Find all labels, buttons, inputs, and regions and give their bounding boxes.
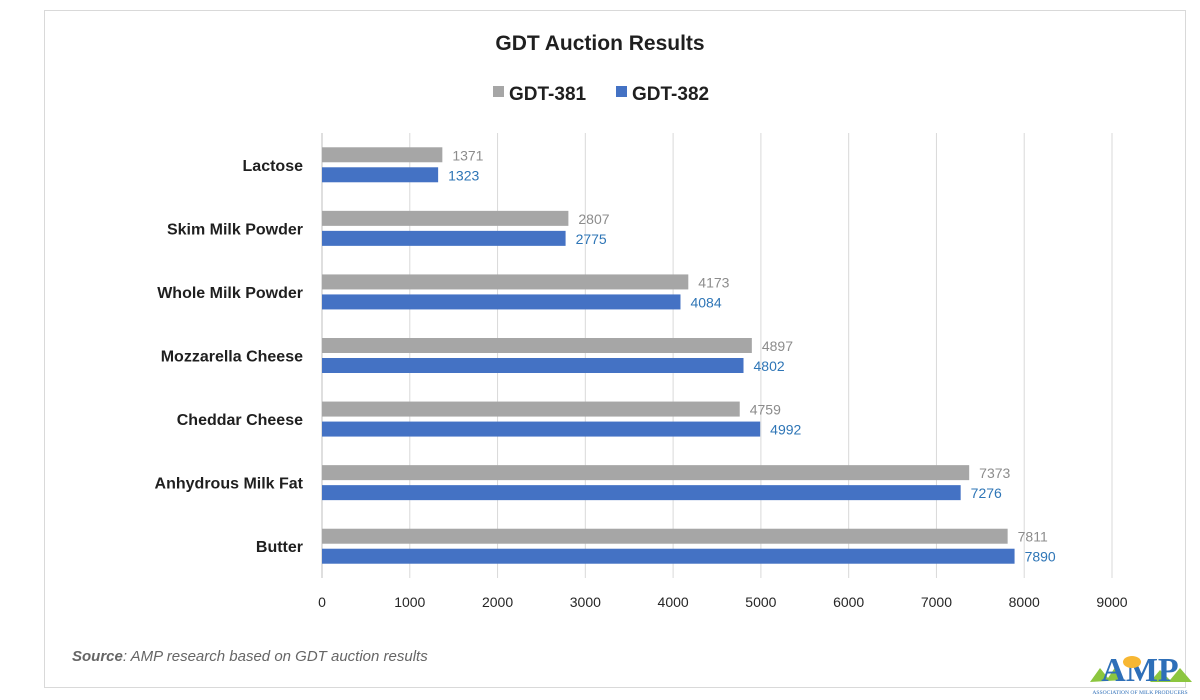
- category-label: Cheddar Cheese: [177, 412, 303, 429]
- bar-gdt-381: [322, 465, 970, 481]
- data-label-gdt-382: 7890: [1025, 549, 1056, 565]
- data-label-gdt-381: 4173: [698, 274, 729, 290]
- bar-gdt-381: [322, 338, 752, 353]
- bar-gdt-382: [322, 421, 761, 437]
- source-label: Source: [72, 648, 123, 665]
- x-axis-ticks: 0 1000 2000 3000 4000 5000 6000 7000 8000 9000: [318, 594, 1128, 610]
- data-label-gdt-382: 7276: [971, 485, 1002, 501]
- x-tick-label-8000: 8000: [1009, 594, 1040, 610]
- data-label-gdt-382: 1323: [448, 167, 479, 183]
- bar-gdt-381: [322, 401, 740, 417]
- data-label-gdt-382: 4802: [754, 358, 785, 374]
- bar-gdt-382: [322, 485, 961, 501]
- chart-bars: [322, 147, 1015, 564]
- bar-gdt-382: [322, 167, 439, 183]
- chart-title: GDT Auction Results: [495, 32, 704, 55]
- data-label-gdt-381: 1371: [452, 147, 483, 163]
- data-label-gdt-381: 2807: [578, 211, 609, 227]
- data-label-gdt-381: 7373: [979, 465, 1010, 481]
- bar-gdt-382: [322, 230, 566, 246]
- bar-gdt-381: [322, 274, 689, 290]
- logo-caption: ASSOCIATION OF MILK PRODUCERS: [1092, 690, 1187, 696]
- data-label-gdt-382: 4084: [690, 294, 721, 310]
- x-tick-label-6000: 6000: [833, 594, 864, 610]
- data-label-gdt-381: 4897: [762, 338, 793, 354]
- legend-swatch-1: [616, 86, 627, 97]
- category-label: Butter: [256, 539, 303, 556]
- legend-swatch-0: [493, 86, 504, 97]
- x-tick-label-2000: 2000: [482, 594, 513, 610]
- data-labels: 1371 1323 2807 2775 4173 4084 4897 4802 4759 4992…: [448, 147, 1056, 564]
- source-text: : AMP research based on GDT auction resu…: [122, 648, 428, 665]
- legend-label-1: GDT-382: [632, 84, 709, 105]
- chart-legend: GDT-381 GDT-382: [493, 84, 709, 105]
- category-label: Anhydrous Milk Fat: [155, 476, 304, 493]
- logo-letters: AMP: [1101, 652, 1178, 689]
- source-note: Source: AMP research based on GDT auctio…: [72, 648, 428, 665]
- x-tick-label-0: 0: [318, 594, 326, 610]
- category-label: Skim Milk Powder: [167, 221, 303, 238]
- category-label: Lactose: [243, 158, 304, 175]
- logo-grass: [1090, 666, 1124, 682]
- chart-grid: [321, 133, 1113, 578]
- x-tick-label-9000: 9000: [1096, 594, 1127, 610]
- x-tick-label-4000: 4000: [658, 594, 689, 610]
- amp-logo: AMP ASSOCIATION OF MILK PRODUCERS: [1090, 652, 1192, 696]
- logo-pail: [1123, 656, 1141, 668]
- data-label-gdt-381: 4759: [750, 402, 781, 418]
- x-tick-label-7000: 7000: [921, 594, 952, 610]
- bar-gdt-381: [322, 210, 569, 226]
- legend-label-0: GDT-381: [509, 84, 587, 105]
- bar-gdt-382: [322, 294, 681, 310]
- category-labels: Lactose Skim Milk Powder Whole Milk Powder…: [155, 158, 304, 556]
- bar-gdt-381: [322, 147, 443, 163]
- bar-gdt-381: [322, 528, 1008, 544]
- bar-gdt-382: [322, 548, 1015, 564]
- x-tick-label-5000: 5000: [745, 594, 776, 610]
- data-label-gdt-382: 4992: [770, 422, 801, 438]
- category-label: Whole Milk Powder: [157, 285, 303, 302]
- bar-gdt-382: [322, 358, 744, 373]
- x-tick-label-3000: 3000: [570, 594, 601, 610]
- data-label-gdt-382: 2775: [576, 231, 607, 247]
- logo-grass-right: [1150, 668, 1192, 682]
- data-label-gdt-381: 7811: [1018, 529, 1048, 545]
- x-tick-label-1000: 1000: [394, 594, 425, 610]
- category-label: Mozzarella Cheese: [161, 349, 303, 366]
